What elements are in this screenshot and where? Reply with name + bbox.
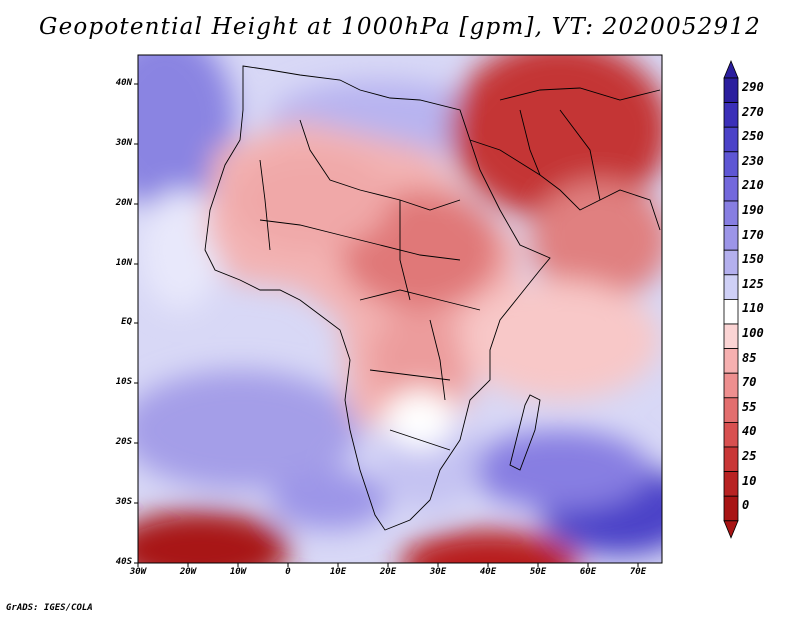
lon-label: 0 — [285, 567, 291, 577]
lon-label: 10E — [329, 567, 347, 577]
colorbar-swatch — [723, 200, 739, 227]
colorbar-label: 290 — [742, 80, 764, 94]
lat-label: 40N — [115, 78, 132, 88]
lon-label: 20E — [379, 567, 397, 577]
colorbar-swatch — [723, 421, 739, 448]
colorbar-swatch — [723, 225, 739, 251]
lat-label: 20S — [115, 437, 132, 447]
colorbar-label: 55 — [742, 399, 757, 414]
colorbar-label: 0 — [742, 498, 750, 513]
colorbar-label: 70 — [742, 375, 757, 390]
colorbar-label: 110 — [742, 301, 764, 316]
lat-label: 30S — [115, 497, 132, 507]
lat-label: 40S — [115, 557, 132, 567]
lon-label: 20W — [179, 567, 197, 577]
colorbar-swatch — [723, 372, 739, 399]
lat-label: 20N — [115, 198, 132, 208]
colorbar-label: 170 — [742, 227, 764, 242]
colorbar-swatch — [723, 77, 739, 104]
colorbar — [723, 59, 739, 539]
colorbar-swatch — [723, 397, 739, 423]
colorbar-label: 210 — [742, 178, 764, 193]
colorbar-label: 190 — [742, 203, 764, 217]
lat-label: 10S — [115, 377, 132, 387]
lon-label: 40E — [479, 567, 497, 577]
grads-credit: GrADS: IGES/COLA — [6, 603, 93, 613]
colorbar-arrow-bottom — [723, 520, 739, 539]
colorbar-swatch — [723, 495, 739, 522]
colorbar-swatch — [723, 249, 739, 276]
lat-label: 30N — [115, 138, 132, 148]
colorbar-swatch — [723, 323, 739, 350]
lon-ticks — [137, 563, 639, 567]
colorbar-swatch — [723, 274, 739, 300]
colorbar-swatch — [723, 102, 739, 128]
map-frame — [137, 54, 663, 564]
lon-label: 70E — [629, 567, 647, 577]
lon-label: 30E — [429, 567, 447, 577]
colorbar-label: 40 — [742, 424, 757, 439]
colorbar-swatch — [723, 348, 739, 374]
lon-label: 50E — [529, 567, 547, 577]
colorbar-label: 25 — [742, 449, 757, 463]
colorbar-label: 10 — [742, 473, 757, 488]
height-field — [138, 55, 662, 563]
colorbar-label: 85 — [742, 350, 757, 365]
colorbar-label: 100 — [742, 326, 764, 340]
colorbar-swatch — [723, 175, 739, 202]
colorbar-swatch — [723, 126, 739, 153]
colorbar-label: 125 — [742, 276, 764, 291]
colorbar-swatch — [723, 151, 739, 177]
colorbar-swatch — [723, 298, 739, 325]
lat-label: 10N — [115, 258, 132, 268]
colorbar-arrow-top — [723, 59, 739, 79]
colorbar-label: 270 — [742, 104, 764, 119]
colorbar-label: 150 — [742, 252, 764, 267]
colorbar-label: 230 — [742, 153, 764, 168]
lat-ticks — [134, 83, 138, 564]
colorbar-label: 250 — [742, 129, 764, 144]
colorbar-swatch — [723, 446, 739, 473]
lon-label: 30W — [129, 567, 147, 577]
lat-label: EQ — [121, 317, 132, 327]
map-title: Geopotential Height at 1000hPa [gpm], VT… — [39, 14, 761, 40]
lon-label: 60E — [579, 567, 597, 577]
lon-label: 10W — [229, 567, 247, 577]
colorbar-swatch — [723, 471, 739, 497]
